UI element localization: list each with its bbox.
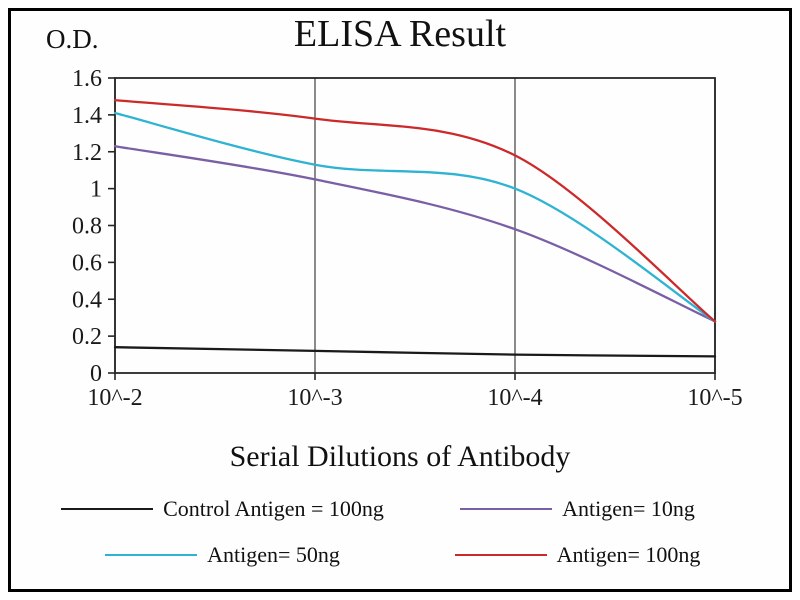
legend-item: Antigen= 100ng xyxy=(400,542,755,568)
chart-title: ELISA Result xyxy=(293,13,507,55)
x-tick-label: 10^-2 xyxy=(87,385,142,411)
x-tick-label: 10^-3 xyxy=(287,385,342,411)
y-axis-title: O.D. xyxy=(46,24,99,54)
legend-label: Antigen= 10ng xyxy=(562,496,695,521)
y-tick-label: 0.4 xyxy=(72,287,102,313)
x-tick-label: 10^-4 xyxy=(487,385,542,411)
legend-line-swatch xyxy=(105,554,198,556)
legend-label: Antigen= 100ng xyxy=(556,542,701,567)
legend-line-swatch xyxy=(61,508,154,510)
legend-item: Control Antigen = 100ng xyxy=(45,496,400,522)
series-line-0 xyxy=(113,346,717,358)
series-line-3 xyxy=(113,98,717,323)
y-tick-label: 1.4 xyxy=(72,103,102,129)
y-tick-label: 1.6 xyxy=(72,66,102,92)
legend-item: Antigen= 50ng xyxy=(45,542,400,568)
legend-label: Antigen= 50ng xyxy=(207,542,340,567)
y-tick-label: 1 xyxy=(90,177,102,203)
legend: Control Antigen = 100ng Antigen= 10ng Anti… xyxy=(45,496,755,568)
x-tick-label: 10^-5 xyxy=(687,385,742,411)
y-tick-label: 0 xyxy=(90,361,102,387)
legend-line-swatch xyxy=(460,508,553,510)
y-tick-label: 0.8 xyxy=(72,214,102,240)
series-line-1 xyxy=(113,145,717,323)
y-tick-label: 0.6 xyxy=(72,250,102,276)
series-line-2 xyxy=(113,111,717,323)
legend-label: Control Antigen = 100ng xyxy=(163,496,384,521)
legend-line-swatch xyxy=(454,554,547,556)
x-axis-title: Serial Dilutions of Antibody xyxy=(229,440,571,473)
legend-item: Antigen= 10ng xyxy=(400,496,755,522)
y-tick-label: 1.2 xyxy=(72,140,102,166)
image-border-frame xyxy=(8,8,792,592)
y-tick-label: 0.2 xyxy=(72,324,102,350)
plot-border xyxy=(114,77,716,374)
